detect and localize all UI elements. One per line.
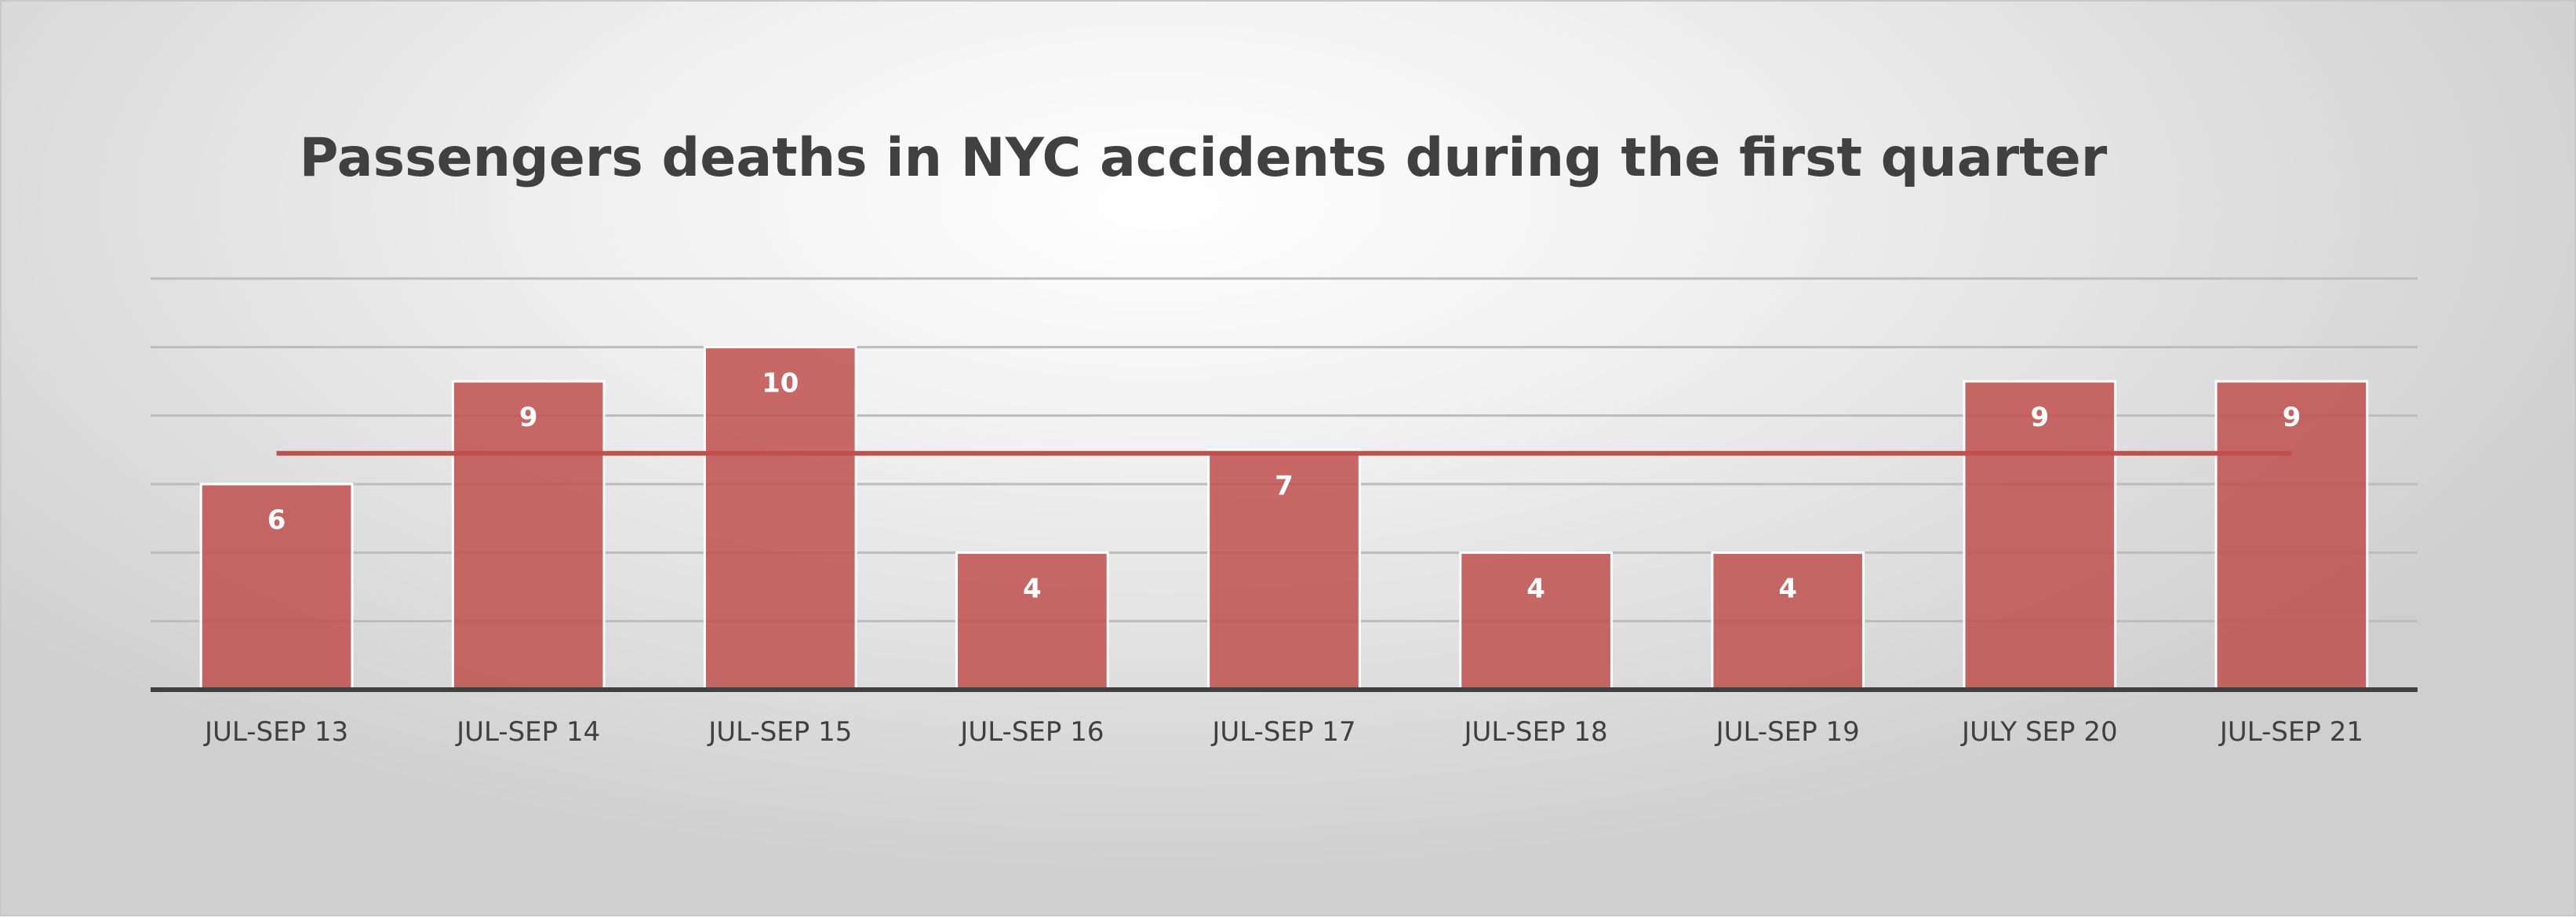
data-label: 4 xyxy=(1778,573,1797,604)
data-label: 9 xyxy=(2283,402,2301,433)
x-tick-label: JUL-SEP 18 xyxy=(1463,716,1608,748)
x-tick-label: JUL-SEP 14 xyxy=(455,716,600,748)
chart-title: Passengers deaths in NYC accidents durin… xyxy=(299,127,2108,189)
data-label: 4 xyxy=(1023,573,1042,604)
bar xyxy=(199,483,354,691)
data-label: 9 xyxy=(2030,402,2049,433)
x-tick-label: JUL-SEP 15 xyxy=(707,716,852,748)
x-axis-ticks: JUL-SEP 13 JUL-SEP 14 JUL-SEP 15 JUL-SEP 16… xyxy=(151,687,2418,748)
x-tick-label: JUL-SEP 13 xyxy=(203,716,348,748)
bars xyxy=(199,345,2369,691)
x-tick-label: JULY SEP 20 xyxy=(1960,716,2118,748)
data-label: 6 xyxy=(267,505,286,536)
bar xyxy=(1459,551,1613,691)
data-label: 7 xyxy=(1275,470,1293,501)
bar xyxy=(1711,551,1865,691)
data-label: 4 xyxy=(1526,573,1545,604)
data-labels: 6 9 10 4 7 4 4 9 9 xyxy=(267,367,2301,604)
bar xyxy=(2214,380,2369,691)
x-tick-label: JUL-SEP 21 xyxy=(2218,716,2363,748)
bar xyxy=(1963,380,2117,691)
data-label: 10 xyxy=(762,367,799,399)
x-tick-label: JUL-SEP 16 xyxy=(959,716,1104,748)
data-label: 9 xyxy=(519,402,538,433)
x-tick-label: JUL-SEP 17 xyxy=(1210,716,1355,748)
x-tick-label: JUL-SEP 19 xyxy=(1715,716,1860,748)
